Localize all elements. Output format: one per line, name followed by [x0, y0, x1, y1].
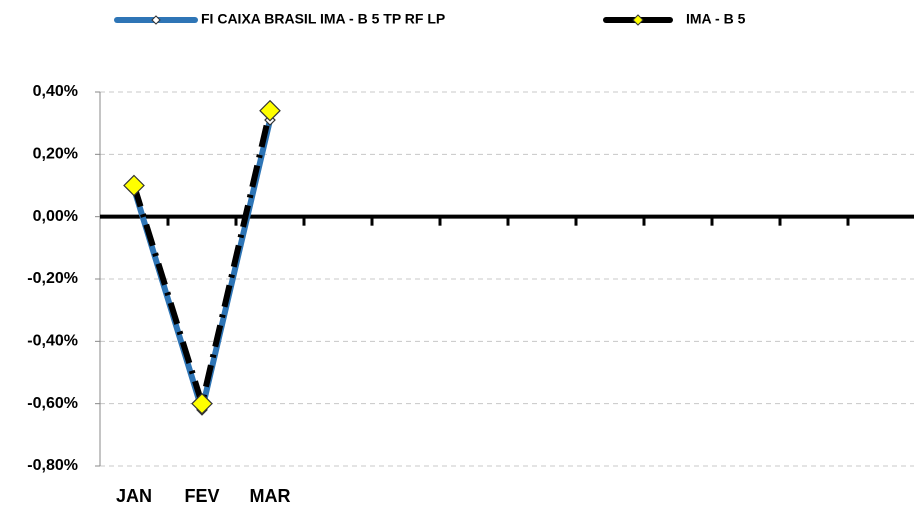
x-tick-label: MAR — [250, 486, 291, 506]
marker — [191, 392, 213, 415]
legend-marker — [632, 14, 644, 26]
x-tick-label: FEV — [184, 486, 219, 506]
y-tick-label: 0,20% — [33, 146, 78, 163]
series-line — [131, 119, 273, 413]
y-tick-label: 0,00% — [33, 208, 78, 225]
marker — [123, 174, 145, 197]
y-tick-label: -0,20% — [27, 270, 78, 287]
legend-marker — [151, 15, 161, 25]
marker — [259, 99, 281, 122]
legend-label: IMA - B 5 — [686, 11, 746, 27]
legend-label: FI CAIXA BRASIL IMA - B 5 TP RF LP — [201, 11, 445, 27]
y-tick-label: 0,40% — [33, 83, 78, 100]
x-tick-label: JAN — [116, 486, 152, 506]
y-tick-label: -0,80% — [27, 457, 78, 474]
y-tick-label: -0,60% — [27, 395, 78, 412]
y-tick-label: -0,40% — [27, 333, 78, 350]
series-line — [131, 110, 273, 407]
